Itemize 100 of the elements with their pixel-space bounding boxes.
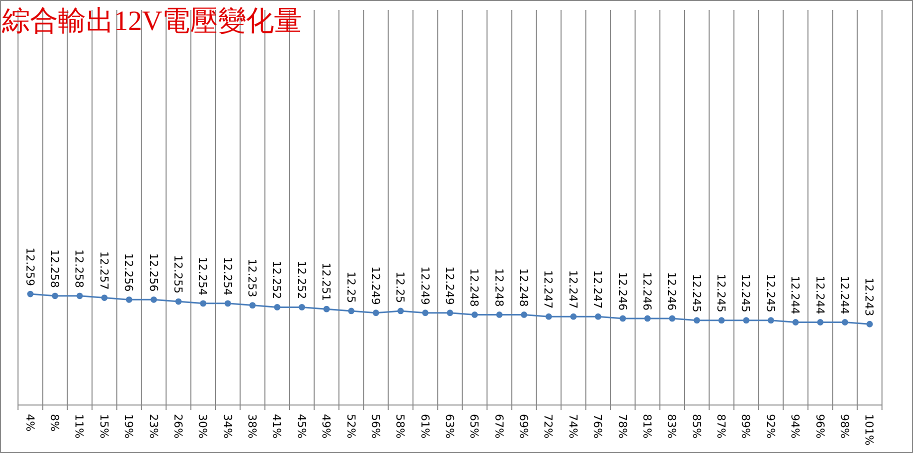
data-label: 12.248 bbox=[492, 268, 506, 307]
x-tick-label: 81% bbox=[640, 414, 654, 438]
x-tick-label: 85% bbox=[690, 414, 703, 438]
x-tick-label: 98% bbox=[838, 414, 851, 438]
data-label: 12.249 bbox=[418, 266, 432, 305]
point bbox=[323, 306, 330, 312]
point bbox=[298, 304, 306, 310]
data-label: 12.254 bbox=[196, 256, 210, 296]
point bbox=[520, 312, 528, 318]
data-label: 12.259 bbox=[23, 248, 36, 286]
point bbox=[175, 298, 182, 305]
data-label: 12.253 bbox=[246, 258, 259, 298]
point bbox=[620, 315, 626, 322]
x-tick-label: 58% bbox=[394, 414, 407, 438]
x-tick-label: 65% bbox=[468, 414, 481, 438]
data-label: 12.248 bbox=[517, 268, 530, 307]
data-label: 12.249 bbox=[368, 266, 382, 305]
point bbox=[842, 319, 848, 326]
x-tick-label: 26% bbox=[171, 414, 184, 438]
x-tick-label: 87% bbox=[714, 414, 728, 438]
point bbox=[768, 317, 774, 324]
point bbox=[694, 317, 700, 324]
x-tick-label: 63% bbox=[443, 414, 456, 438]
point bbox=[594, 313, 602, 320]
data-label: 12.245 bbox=[714, 274, 728, 312]
x-tick-label: 19% bbox=[122, 414, 136, 438]
x-tick-label: 41% bbox=[270, 414, 284, 438]
x-tick-label: 78% bbox=[616, 414, 629, 438]
data-label: 12.246 bbox=[665, 272, 678, 310]
x-tick-label: 74% bbox=[566, 414, 580, 438]
data-label: 12.244 bbox=[788, 276, 802, 314]
x-tick-label: 8% bbox=[48, 414, 62, 432]
point bbox=[249, 302, 256, 309]
point bbox=[546, 313, 552, 320]
point bbox=[76, 292, 83, 300]
x-tick-label: 67% bbox=[492, 414, 506, 438]
point bbox=[570, 313, 577, 320]
point bbox=[101, 294, 108, 301]
data-label: 12.258 bbox=[48, 249, 62, 288]
point bbox=[150, 296, 157, 303]
x-tick-label: 11% bbox=[72, 414, 86, 438]
data-label: 12.251 bbox=[320, 262, 333, 302]
x-tick-label: 45% bbox=[294, 414, 308, 438]
data-label: 12.245 bbox=[739, 274, 752, 312]
x-tick-label: 92% bbox=[764, 414, 777, 438]
data-label: 12.258 bbox=[72, 249, 86, 288]
point bbox=[348, 308, 354, 314]
point bbox=[743, 317, 750, 324]
point bbox=[792, 319, 799, 326]
point bbox=[866, 320, 873, 328]
data-label: 12.247 bbox=[566, 270, 580, 309]
data-label: 12.246 bbox=[616, 272, 629, 310]
x-tick-label: 83% bbox=[665, 414, 678, 438]
x-tick-label: 38% bbox=[246, 414, 259, 438]
x-tick-label: 69% bbox=[517, 414, 530, 438]
point bbox=[496, 312, 503, 318]
data-label: 12.247 bbox=[591, 270, 604, 309]
data-label: 12.244 bbox=[838, 276, 851, 314]
point bbox=[274, 304, 280, 310]
data-label: 12.256 bbox=[122, 253, 136, 292]
data-label: 12.25 bbox=[394, 271, 407, 303]
x-tick-label: 34% bbox=[220, 414, 234, 438]
point bbox=[52, 292, 58, 300]
x-tick-label: 56% bbox=[368, 414, 382, 438]
point bbox=[644, 315, 651, 322]
data-label: 12.247 bbox=[542, 270, 555, 309]
x-tick-label: 23% bbox=[146, 414, 160, 438]
data-label: 12.252 bbox=[270, 260, 284, 300]
data-label: 12.249 bbox=[443, 266, 456, 305]
point bbox=[817, 319, 824, 326]
point bbox=[471, 312, 478, 318]
x-tick-label: 76% bbox=[591, 414, 604, 438]
point bbox=[126, 296, 132, 303]
data-label: 12.254 bbox=[220, 256, 234, 296]
data-label: 12.244 bbox=[813, 276, 826, 314]
data-label: 12.248 bbox=[468, 268, 481, 307]
x-tick-label: 89% bbox=[739, 414, 752, 438]
data-label: 12.245 bbox=[764, 274, 777, 312]
point bbox=[446, 310, 454, 316]
point bbox=[668, 315, 676, 322]
x-tick-label: 96% bbox=[813, 414, 826, 438]
data-label: 12.245 bbox=[690, 274, 703, 312]
point bbox=[372, 310, 380, 316]
data-label: 12.255 bbox=[171, 255, 184, 294]
x-tick-label: 94% bbox=[788, 414, 802, 438]
point bbox=[224, 300, 232, 307]
x-tick-label: 4% bbox=[23, 414, 36, 432]
data-label: 12.252 bbox=[294, 260, 308, 300]
x-tick-label: 101% bbox=[862, 414, 876, 446]
data-label: 12.25 bbox=[344, 271, 358, 303]
data-label: 12.246 bbox=[640, 272, 654, 310]
chart-title: 綜合輸出12V電壓變化量 bbox=[1, 6, 302, 37]
point bbox=[27, 290, 34, 298]
x-tick-label: 15% bbox=[97, 414, 110, 438]
x-tick-label: 72% bbox=[542, 414, 555, 438]
point bbox=[718, 317, 725, 324]
x-tick-label: 30% bbox=[196, 414, 210, 438]
x-tick-label: 49% bbox=[320, 414, 333, 438]
x-tick-label: 61% bbox=[418, 414, 432, 438]
data-label: 12.257 bbox=[97, 251, 110, 290]
